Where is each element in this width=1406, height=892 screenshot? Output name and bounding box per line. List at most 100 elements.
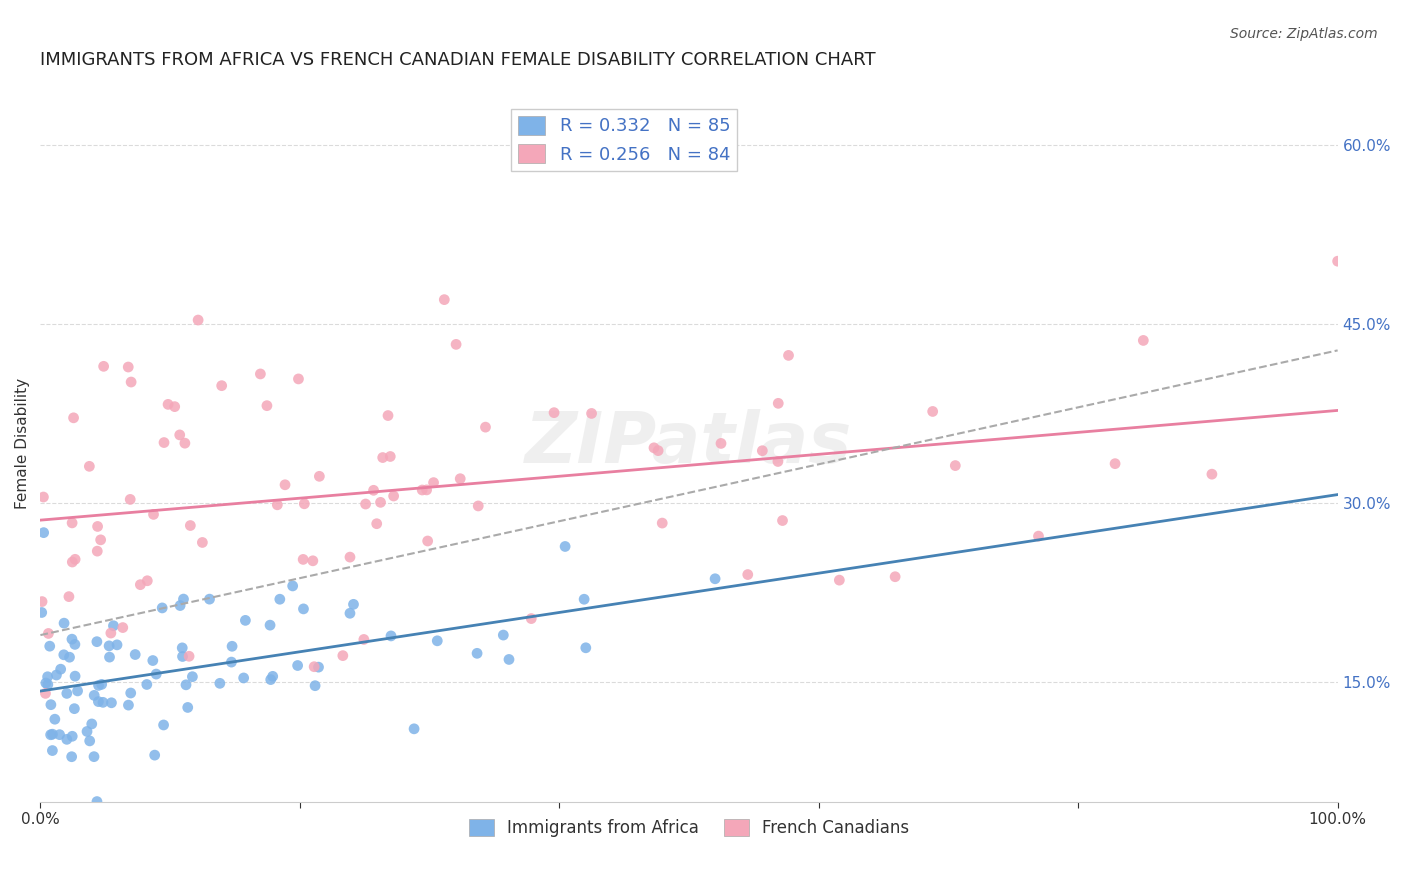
Point [32, 525, 55, 540]
Point [249, 367, 271, 381]
Point [221, 640, 243, 654]
Point [208, 676, 231, 690]
Point [768, 396, 790, 410]
Point [260, 673, 283, 687]
Point [79, 459, 101, 474]
Point [1104, 457, 1126, 471]
Point [304, 679, 326, 693]
Point [382, 489, 405, 503]
Point [37, 670, 59, 684]
Point [31, 606, 53, 620]
Point [60, 749, 83, 764]
Point [211, 378, 233, 392]
Point [34, 686, 56, 700]
Point [35, 676, 58, 690]
Point [142, 508, 165, 522]
Point [90, 533, 112, 547]
Point [62, 410, 84, 425]
Point [39, 698, 62, 712]
Point [177, 700, 200, 714]
Point [1326, 254, 1348, 268]
Point [31, 594, 53, 608]
Point [380, 629, 402, 643]
Point [554, 540, 576, 554]
Point [79, 734, 101, 748]
Point [52, 648, 75, 662]
Point [281, 579, 304, 593]
Point [179, 518, 201, 533]
Point [49, 662, 72, 676]
Point [415, 483, 437, 497]
Point [1201, 467, 1223, 482]
Point [60, 516, 83, 530]
Point [262, 669, 284, 683]
Point [80, 717, 103, 731]
Point [274, 477, 297, 491]
Point [308, 469, 330, 483]
Point [572, 592, 595, 607]
Point [575, 640, 598, 655]
Point [120, 686, 142, 700]
Point [172, 640, 194, 655]
Point [884, 570, 907, 584]
Point [93, 359, 115, 374]
Point [181, 670, 204, 684]
Point [152, 718, 174, 732]
Point [56, 686, 79, 700]
Point [377, 409, 399, 423]
Point [292, 497, 315, 511]
Point [380, 450, 402, 464]
Point [32, 490, 55, 504]
Point [150, 601, 173, 615]
Point [63, 552, 86, 566]
Point [366, 516, 388, 531]
Point [87, 695, 110, 709]
Point [449, 472, 471, 486]
Point [98, 639, 121, 653]
Point [174, 678, 197, 692]
Point [86, 544, 108, 558]
Text: IMMIGRANTS FROM AFRICA VS FRENCH CANADIAN FEMALE DISABILITY CORRELATION CHART: IMMIGRANTS FROM AFRICA VS FRENCH CANADIA… [41, 51, 876, 69]
Point [63, 701, 86, 715]
Point [411, 483, 433, 497]
Point [117, 359, 139, 374]
Point [1132, 334, 1154, 348]
Point [221, 655, 243, 669]
Point [100, 696, 122, 710]
Point [124, 648, 146, 662]
Point [354, 497, 377, 511]
Point [98, 650, 121, 665]
Point [269, 592, 291, 607]
Point [543, 406, 565, 420]
Point [111, 621, 134, 635]
Point [704, 572, 727, 586]
Point [60, 729, 83, 743]
Point [292, 552, 315, 566]
Point [287, 372, 309, 386]
Point [91, 695, 114, 709]
Point [120, 375, 142, 389]
Point [83, 749, 105, 764]
Point [41, 727, 63, 741]
Point [100, 626, 122, 640]
Point [404, 722, 426, 736]
Point [38, 639, 60, 653]
Point [353, 632, 375, 647]
Point [44, 712, 66, 726]
Point [90, 677, 112, 691]
Point [422, 475, 444, 490]
Point [474, 420, 496, 434]
Point [60, 555, 83, 569]
Point [1028, 529, 1050, 543]
Point [433, 293, 456, 307]
Point [772, 514, 794, 528]
Point [56, 732, 79, 747]
Point [58, 650, 80, 665]
Point [143, 748, 166, 763]
Point [342, 598, 364, 612]
Point [737, 567, 759, 582]
Point [370, 495, 392, 509]
Point [83, 689, 105, 703]
Point [63, 669, 86, 683]
Y-axis label: Female Disability: Female Disability [15, 378, 30, 509]
